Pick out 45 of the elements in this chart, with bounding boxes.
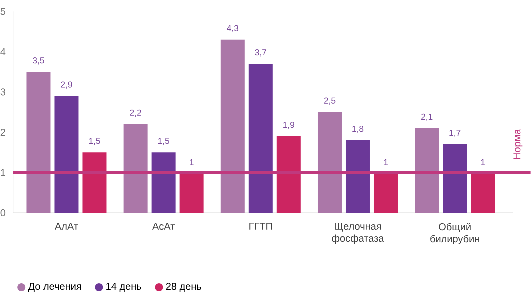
data-label: 2,1: [421, 114, 433, 122]
x-tick-label: Общий билирубин: [430, 223, 480, 245]
x-tick-label: ГГТП: [250, 223, 272, 230]
y-tick-label: 4: [0, 48, 6, 56]
y-tick-label: 0: [0, 209, 6, 217]
legend-label: 28 день: [166, 283, 202, 292]
y-tick-label: 5: [0, 8, 6, 16]
bar: [415, 128, 440, 213]
bar: [54, 96, 79, 213]
ref-line-label: Норма: [514, 129, 523, 160]
y-tick-label: 3: [0, 88, 6, 96]
bar: [220, 40, 245, 213]
legend-label: До лечения: [28, 283, 82, 292]
bar: [82, 152, 107, 213]
legend-label: 14 день: [106, 283, 142, 292]
y-tick-label: 2: [0, 128, 6, 136]
bar: [276, 136, 301, 213]
data-label: 1,5: [158, 138, 170, 146]
bar: [374, 172, 398, 213]
data-label: 1: [190, 159, 194, 166]
x-tick-label: АсАт: [152, 223, 175, 230]
data-label: 1,8: [352, 126, 364, 134]
data-label: 1: [481, 159, 486, 166]
bar: [346, 140, 370, 213]
x-tick-label: АлАт: [54, 223, 78, 230]
bar: [26, 72, 51, 213]
data-label: 1: [384, 159, 388, 166]
data-label: 3,7: [255, 49, 266, 57]
x-tick-label: Щелочная фосфатаза: [332, 223, 384, 244]
bar: [471, 172, 496, 213]
bar: [180, 172, 204, 213]
data-label: 2,5: [324, 98, 336, 105]
data-label: 4,3: [227, 25, 239, 32]
data-label: 2,2: [130, 110, 142, 118]
data-label: 1,9: [284, 122, 295, 130]
data-label: 3,5: [33, 58, 44, 65]
bar: [124, 124, 148, 213]
data-label: 1,5: [89, 138, 100, 146]
bar: [443, 144, 468, 213]
data-label: 2,9: [61, 82, 72, 89]
data-label: 1,7: [450, 130, 461, 138]
bar: [152, 152, 176, 213]
bar: [318, 112, 342, 213]
bar: [248, 64, 273, 213]
y-tick-label: 1: [1, 169, 6, 176]
